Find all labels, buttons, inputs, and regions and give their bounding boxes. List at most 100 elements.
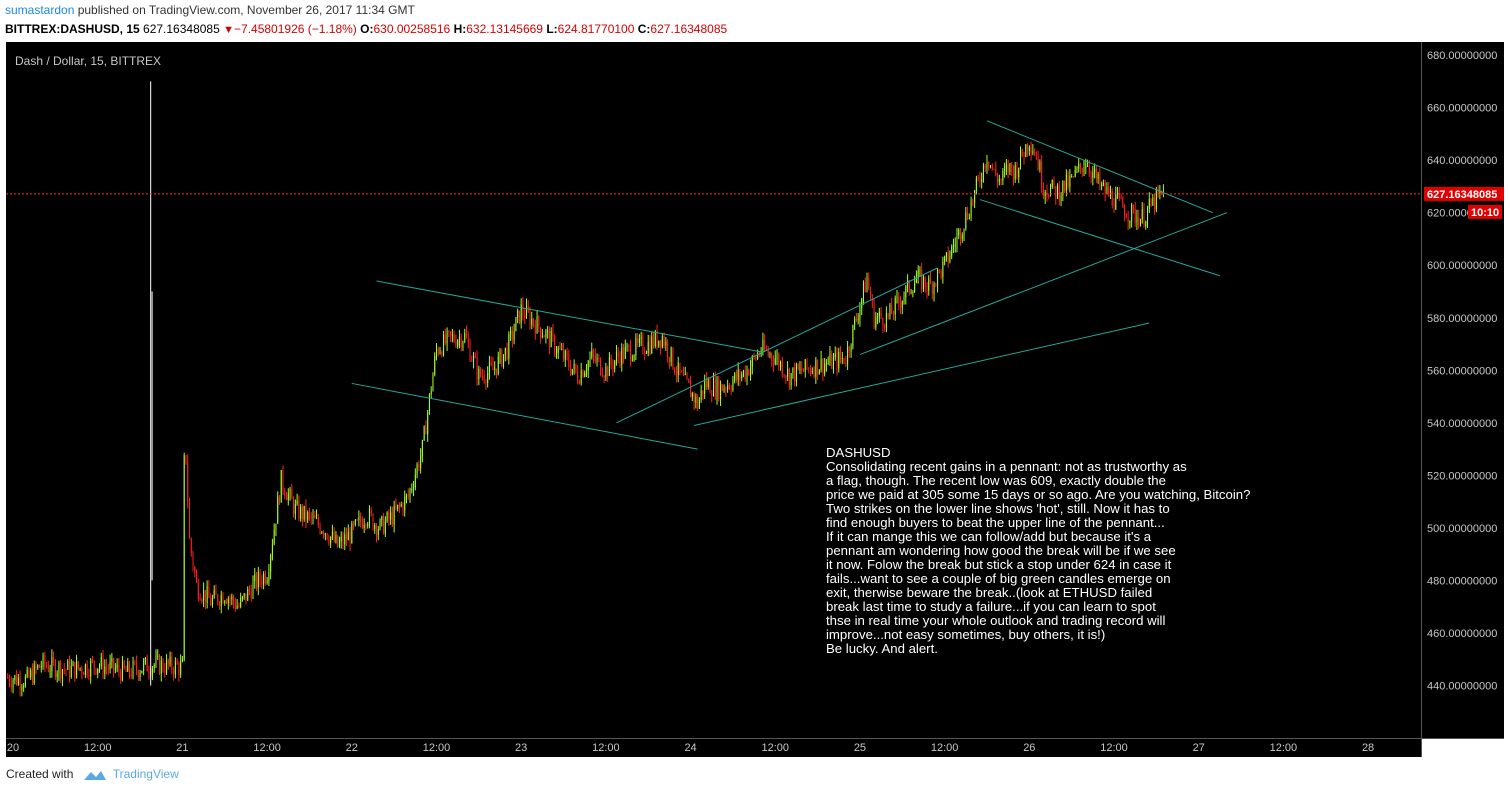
candle-body	[684, 373, 686, 376]
candle-body	[9, 678, 11, 684]
candle-body	[645, 352, 647, 354]
annotation-line: exit, therwise beware the break..(look a…	[826, 585, 1152, 600]
published-text: published on TradingView.com, November 2…	[74, 3, 415, 17]
candle-body	[349, 532, 351, 544]
candle-body	[889, 304, 891, 317]
candle-body	[758, 354, 760, 356]
candle-body	[123, 661, 125, 669]
candle-body	[485, 381, 487, 384]
candle-body	[28, 670, 30, 678]
time-tick-label: 26	[1023, 742, 1035, 754]
annotation-line: improve...not easy sometimes, buy others…	[826, 627, 1105, 642]
candle-body	[520, 304, 522, 324]
candle-body	[1069, 176, 1071, 187]
candle-body	[1148, 199, 1150, 209]
candle-body	[1021, 149, 1023, 156]
candle-body	[1023, 155, 1025, 158]
candle-body	[462, 341, 464, 348]
candle-body	[441, 351, 443, 356]
candle-body	[153, 664, 155, 668]
trendline	[616, 267, 938, 424]
candle-body	[771, 353, 773, 360]
author-link[interactable]: sumastardon	[5, 3, 75, 17]
time-axis[interactable]	[6, 739, 1421, 757]
candle-body	[900, 302, 902, 308]
text-annotation[interactable]: DASHUSD Consolidating recent gains in a …	[826, 445, 1250, 656]
candle-body	[651, 336, 653, 354]
candle-body	[469, 343, 471, 361]
candle-body	[356, 519, 358, 521]
candle-body	[114, 668, 116, 671]
candle-body	[183, 455, 185, 660]
candle-body	[956, 235, 958, 245]
candle-body	[607, 366, 609, 377]
candle-body	[413, 487, 415, 489]
candle-body	[940, 269, 942, 278]
candle-body	[949, 255, 951, 262]
candle-body	[1129, 220, 1131, 223]
candle-body	[615, 352, 617, 361]
candle-body	[610, 357, 612, 365]
candle-body	[979, 178, 981, 182]
candle-body	[372, 514, 374, 530]
time-tick-label: 12:00	[253, 742, 281, 754]
candle-body	[111, 658, 113, 662]
candle-body	[965, 212, 967, 229]
candle-body	[824, 364, 826, 374]
candle-body	[157, 655, 159, 657]
candle-body	[781, 361, 783, 375]
candle-body	[393, 505, 395, 525]
candle-body	[1124, 207, 1126, 218]
candle-body	[1138, 217, 1140, 227]
candle-body	[1154, 197, 1156, 210]
candle-body	[474, 355, 476, 358]
tradingview-logo-icon[interactable]	[83, 769, 107, 781]
candle-body	[1071, 176, 1073, 178]
candle-body	[593, 350, 595, 356]
candle-body	[1002, 171, 1004, 181]
price-axis[interactable]	[1422, 42, 1504, 738]
candle-body	[612, 364, 614, 369]
annotation-line: thse in real time your whole outlook and…	[826, 613, 1165, 628]
candle-body	[287, 493, 289, 501]
candle-body	[866, 277, 868, 293]
candle-body	[451, 334, 453, 336]
candle-body	[266, 581, 268, 583]
candle-body	[705, 379, 707, 388]
tradingview-link[interactable]: TradingView	[112, 767, 179, 781]
candle-body	[811, 371, 813, 373]
candle-body	[917, 270, 919, 278]
candle-body	[488, 362, 490, 373]
trendlines[interactable]	[351, 120, 1228, 450]
candle-body	[277, 496, 279, 524]
candle-body	[104, 666, 106, 674]
candle-body	[1016, 165, 1018, 178]
candle-body	[1057, 185, 1059, 199]
created-with-text: Created with	[6, 767, 74, 781]
candle-body	[533, 318, 535, 325]
candle-body	[363, 524, 365, 528]
candle-body	[742, 370, 744, 375]
candle-body	[686, 373, 688, 380]
candle-body	[141, 670, 143, 674]
candle-body	[704, 379, 706, 394]
candle-body	[536, 316, 538, 334]
candle-body	[377, 529, 379, 536]
annotation-line: Consolidating recent gains in a pennant:…	[826, 459, 1187, 474]
candle-body	[587, 361, 589, 371]
candle-body	[591, 350, 593, 358]
candle-body	[764, 339, 766, 350]
candle-body	[444, 334, 446, 344]
candles	[7, 81, 1164, 697]
candle-body	[464, 332, 466, 342]
candle-body	[1087, 166, 1089, 168]
candle-body	[457, 340, 459, 347]
candle-body	[127, 662, 129, 672]
candle-body	[1051, 179, 1053, 187]
candle-body	[61, 669, 63, 679]
candle-body	[1108, 186, 1110, 197]
candle-body	[460, 336, 462, 348]
candle-body	[974, 190, 976, 203]
candle-body	[852, 325, 854, 347]
